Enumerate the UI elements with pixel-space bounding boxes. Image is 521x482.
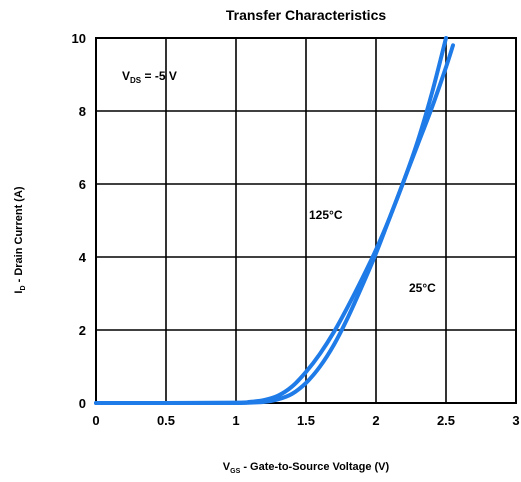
series-line-125c [94,36,448,406]
y-tick-label: 6 [79,177,86,192]
y-tick-label: 0 [79,396,86,411]
y-tick-label: 8 [79,104,86,119]
y-tick-label: 2 [79,323,86,338]
series-label-25c: 25°C [409,281,436,295]
grid-lines [95,37,517,404]
x-tick-label: 1.5 [297,413,315,428]
y-tick-label: 4 [79,250,87,265]
chart-title: Transfer Characteristics [226,7,387,23]
plot-frame [95,37,517,404]
y-tick-label: 10 [72,31,86,46]
x-tick-label: 2.5 [437,413,455,428]
y-tick-labels: 0 2 4 6 8 10 [72,31,87,411]
x-tick-label: 3 [512,413,519,428]
series-line-25c [94,43,455,406]
x-axis-label: VGS - Gate-to-Source Voltage (V) [223,461,390,475]
y-axis-label: ID - Drain Current (A) [13,186,27,293]
x-tick-labels: 0 0.5 1 1.5 2 2.5 3 [92,413,519,428]
x-tick-label: 0 [92,413,99,428]
vds-condition-label: VDS = -5 V [122,69,177,85]
curves [94,36,455,406]
series-label-125c: 125°C [309,208,343,222]
x-tick-label: 0.5 [157,413,175,428]
x-tick-label: 1 [232,413,239,428]
x-tick-label: 2 [372,413,379,428]
